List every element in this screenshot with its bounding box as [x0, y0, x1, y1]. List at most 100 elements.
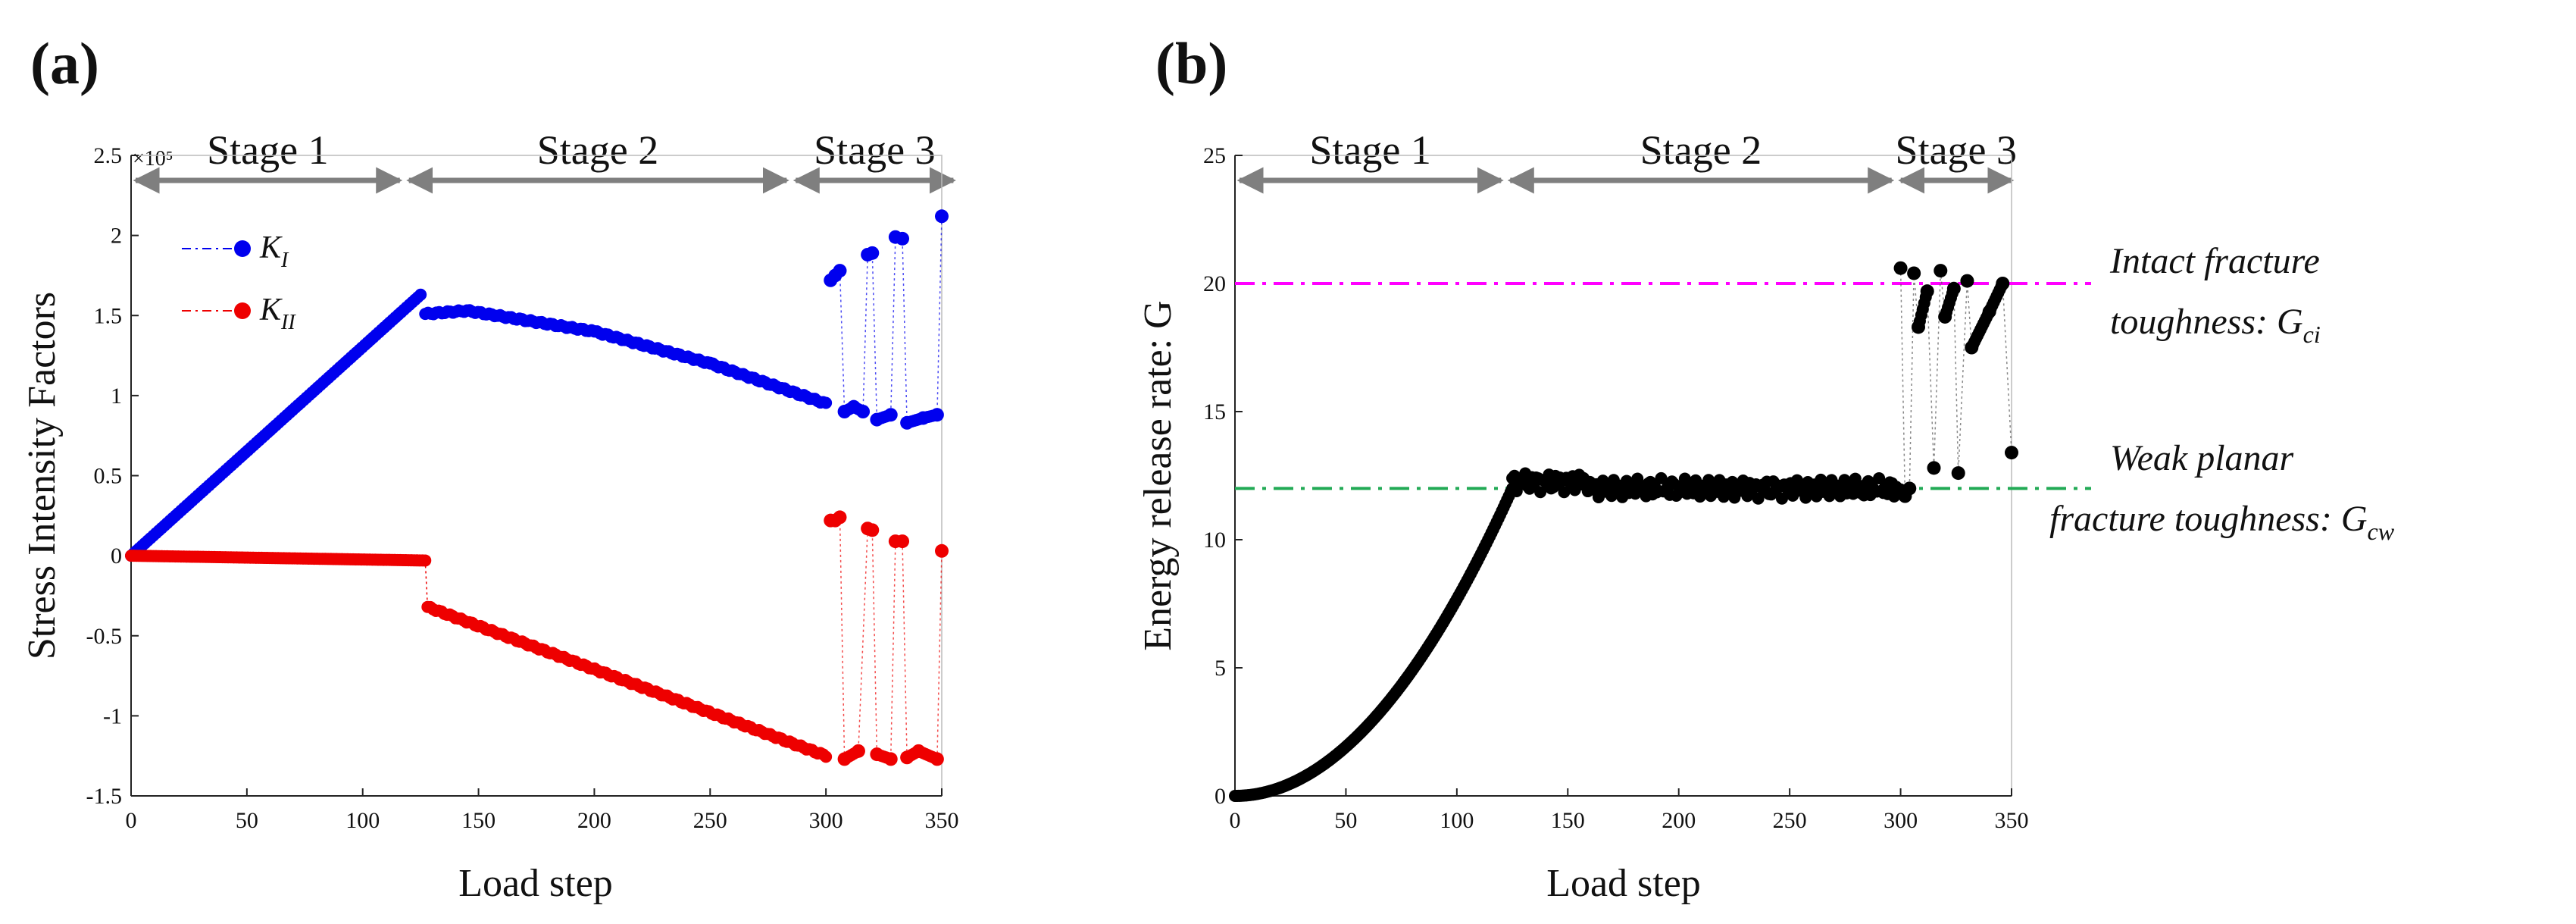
panel-b-x-tick-label: 150	[1551, 808, 1585, 833]
panel-a-y-tick-label: -1.5	[86, 784, 123, 809]
panel-a-kii-point	[896, 534, 910, 549]
panel-b-y-tick-label: 25	[1203, 143, 1226, 168]
panel-b-g-point	[1534, 486, 1547, 499]
panel-b-marks	[1229, 261, 2018, 802]
panel-b-y-tick-label: 5	[1215, 656, 1226, 681]
panel-a-ki-point	[930, 408, 944, 422]
panel-a-stage-label: Stage 2	[537, 127, 658, 173]
panel-a-kii-point	[837, 752, 852, 766]
panel-a-x-axis-label: Load step	[458, 862, 613, 905]
panel-a-y-tick-label: -0.5	[86, 624, 123, 649]
panel-a-plot-frame	[130, 155, 943, 797]
legend-kii-label: KII	[259, 293, 296, 334]
panel-b-x-tick-label: 0	[1230, 808, 1241, 833]
panel-b-x-tick-label: 350	[1995, 808, 2029, 833]
panel-a-x-tick-label: 250	[693, 808, 727, 833]
panel-b-g-point	[1920, 284, 1934, 299]
panel-b: (b) Stage 1 Stage 2 Stage 3 0 50 100 150 200 25…	[1136, 30, 2395, 905]
panel-b-stage-label: Stage 2	[1640, 127, 1762, 173]
panel-a-x-tick-label: 100	[345, 808, 380, 833]
panel-b-g-point	[1893, 261, 1908, 275]
panel-a-kii-point	[900, 750, 914, 765]
panel-b-g-point	[1960, 274, 1974, 288]
panel-b-x-tick-label: 50	[1334, 808, 1357, 833]
panel-a-x-tick-label: 200	[577, 808, 611, 833]
intact-toughness-label-line1: Intact fracture	[2109, 241, 2320, 281]
panel-a-y-tick-label: 1	[111, 384, 122, 409]
panel-a-ki-point	[870, 412, 884, 427]
panel-a-y-multiplier: ×10⁵	[133, 147, 174, 171]
panel-a-ki-stage3-line	[830, 216, 943, 424]
panel-b-g-point	[1996, 277, 2010, 290]
panel-b-g-point	[1752, 492, 1765, 505]
panel-a-axes: 0 50 100 150 200 250 300 350 -1.5 -1 -0.5 0 0.5 1 1.5 2…	[86, 143, 959, 833]
panel-b-g-point	[1678, 472, 1691, 485]
panel-b-y-tick-label: 10	[1203, 528, 1226, 553]
panel-b-g-point	[1934, 264, 1948, 278]
panel-a-kii-point	[851, 744, 865, 758]
panel-b-g-point	[1938, 309, 1952, 324]
panel-a-ki-point	[856, 405, 871, 418]
weak-toughness-label-line2: fracture toughness: Gcw	[2049, 499, 2395, 545]
panel-b-g-point	[1912, 320, 1925, 334]
panel-a-ki-point	[865, 246, 880, 260]
panel-b-x-tick-label: 200	[1662, 808, 1696, 833]
panel-a-ki-point	[900, 415, 914, 430]
panel-a-ki-point	[916, 411, 930, 425]
panel-a-y-axis-label: Stress Intensity Factors	[20, 292, 64, 659]
panel-a-x-tick-label: 150	[461, 808, 496, 833]
panel-a-stage-bar: Stage 1 Stage 2 Stage 3	[133, 127, 956, 194]
panel-b-label: (b)	[1155, 30, 1227, 96]
panel-a-x-tick-label: 0	[126, 808, 137, 833]
panel-b-g-point	[1775, 492, 1788, 505]
panel-b-y-axis-label: Energy release rate: G	[1136, 300, 1180, 650]
panel-a-y-tick-label: 1.5	[94, 303, 123, 328]
panel-a-y-tick-label: 2.5	[94, 143, 123, 168]
legend-ki-label: KI	[259, 230, 289, 272]
panel-b-y-tick-label: 20	[1203, 271, 1226, 296]
panel-b-g-point	[1927, 461, 1941, 475]
panel-a-kii-stage3-line	[830, 515, 943, 760]
panel-b-g-stage3-line	[1899, 268, 2012, 499]
panel-b-g-point	[1558, 486, 1571, 499]
panel-b-x-tick-label: 100	[1440, 808, 1474, 833]
panel-a-y-tick-label: 0.5	[94, 464, 123, 489]
panel-a-kii-point	[930, 752, 944, 766]
panel-a-ki-point	[883, 408, 898, 422]
panel-b-g-point	[2005, 446, 2018, 460]
panel-a-label: (a)	[30, 30, 99, 96]
panel-b-stage-bar: Stage 1 Stage 2 Stage 3	[1236, 127, 2017, 194]
panel-b-g-point	[1965, 340, 1979, 355]
panel-a-legend: KI KII	[182, 230, 296, 334]
panel-a: (a) ×10⁵ Stage 1 Stage 2 Stage 3 0 50 100 150…	[20, 30, 959, 905]
panel-a-kii-point	[935, 543, 949, 558]
panel-b-g-point	[1946, 281, 1961, 296]
panel-b-x-tick-label: 300	[1884, 808, 1918, 833]
panel-b-g-point	[1951, 466, 1965, 481]
panel-b-g-point	[1655, 471, 1668, 484]
panel-a-ki-point	[414, 288, 427, 301]
weak-toughness-label-line1: Weak planar	[2110, 438, 2294, 478]
panel-b-annotations: Intact fracture toughness: Gci Weak plan…	[2049, 241, 2395, 545]
panel-a-x-tick-label: 50	[236, 808, 258, 833]
panel-a-stage-label: Stage 3	[814, 127, 935, 173]
panel-b-stage-label: Stage 1	[1309, 127, 1430, 173]
panel-a-ki-point	[820, 396, 833, 409]
panel-a-ki-point	[896, 231, 910, 246]
panel-a-kii-point	[870, 747, 884, 762]
panel-a-ki-point	[833, 264, 847, 278]
intact-toughness-label-line2: toughness: Gci	[2110, 302, 2321, 348]
panel-b-x-axis-label: Load step	[1546, 862, 1701, 905]
panel-a-y-tick-label: 0	[111, 543, 122, 568]
panel-a-ki-point	[935, 209, 949, 224]
panel-a-x-tick-label: 350	[925, 808, 959, 833]
panel-a-kii-point	[833, 510, 847, 525]
panel-a-marks	[125, 209, 949, 766]
panel-a-kii-drop-line	[424, 560, 429, 607]
legend-ki-marker	[234, 240, 251, 257]
panel-a-kii-point	[911, 744, 926, 758]
panel-b-plot-frame	[1234, 155, 2012, 797]
panel-a-stage-label: Stage 1	[207, 127, 328, 173]
panel-b-axes: 0 50 100 150 200 250 300 350 0 5 10 15 20 25	[1203, 143, 2029, 833]
